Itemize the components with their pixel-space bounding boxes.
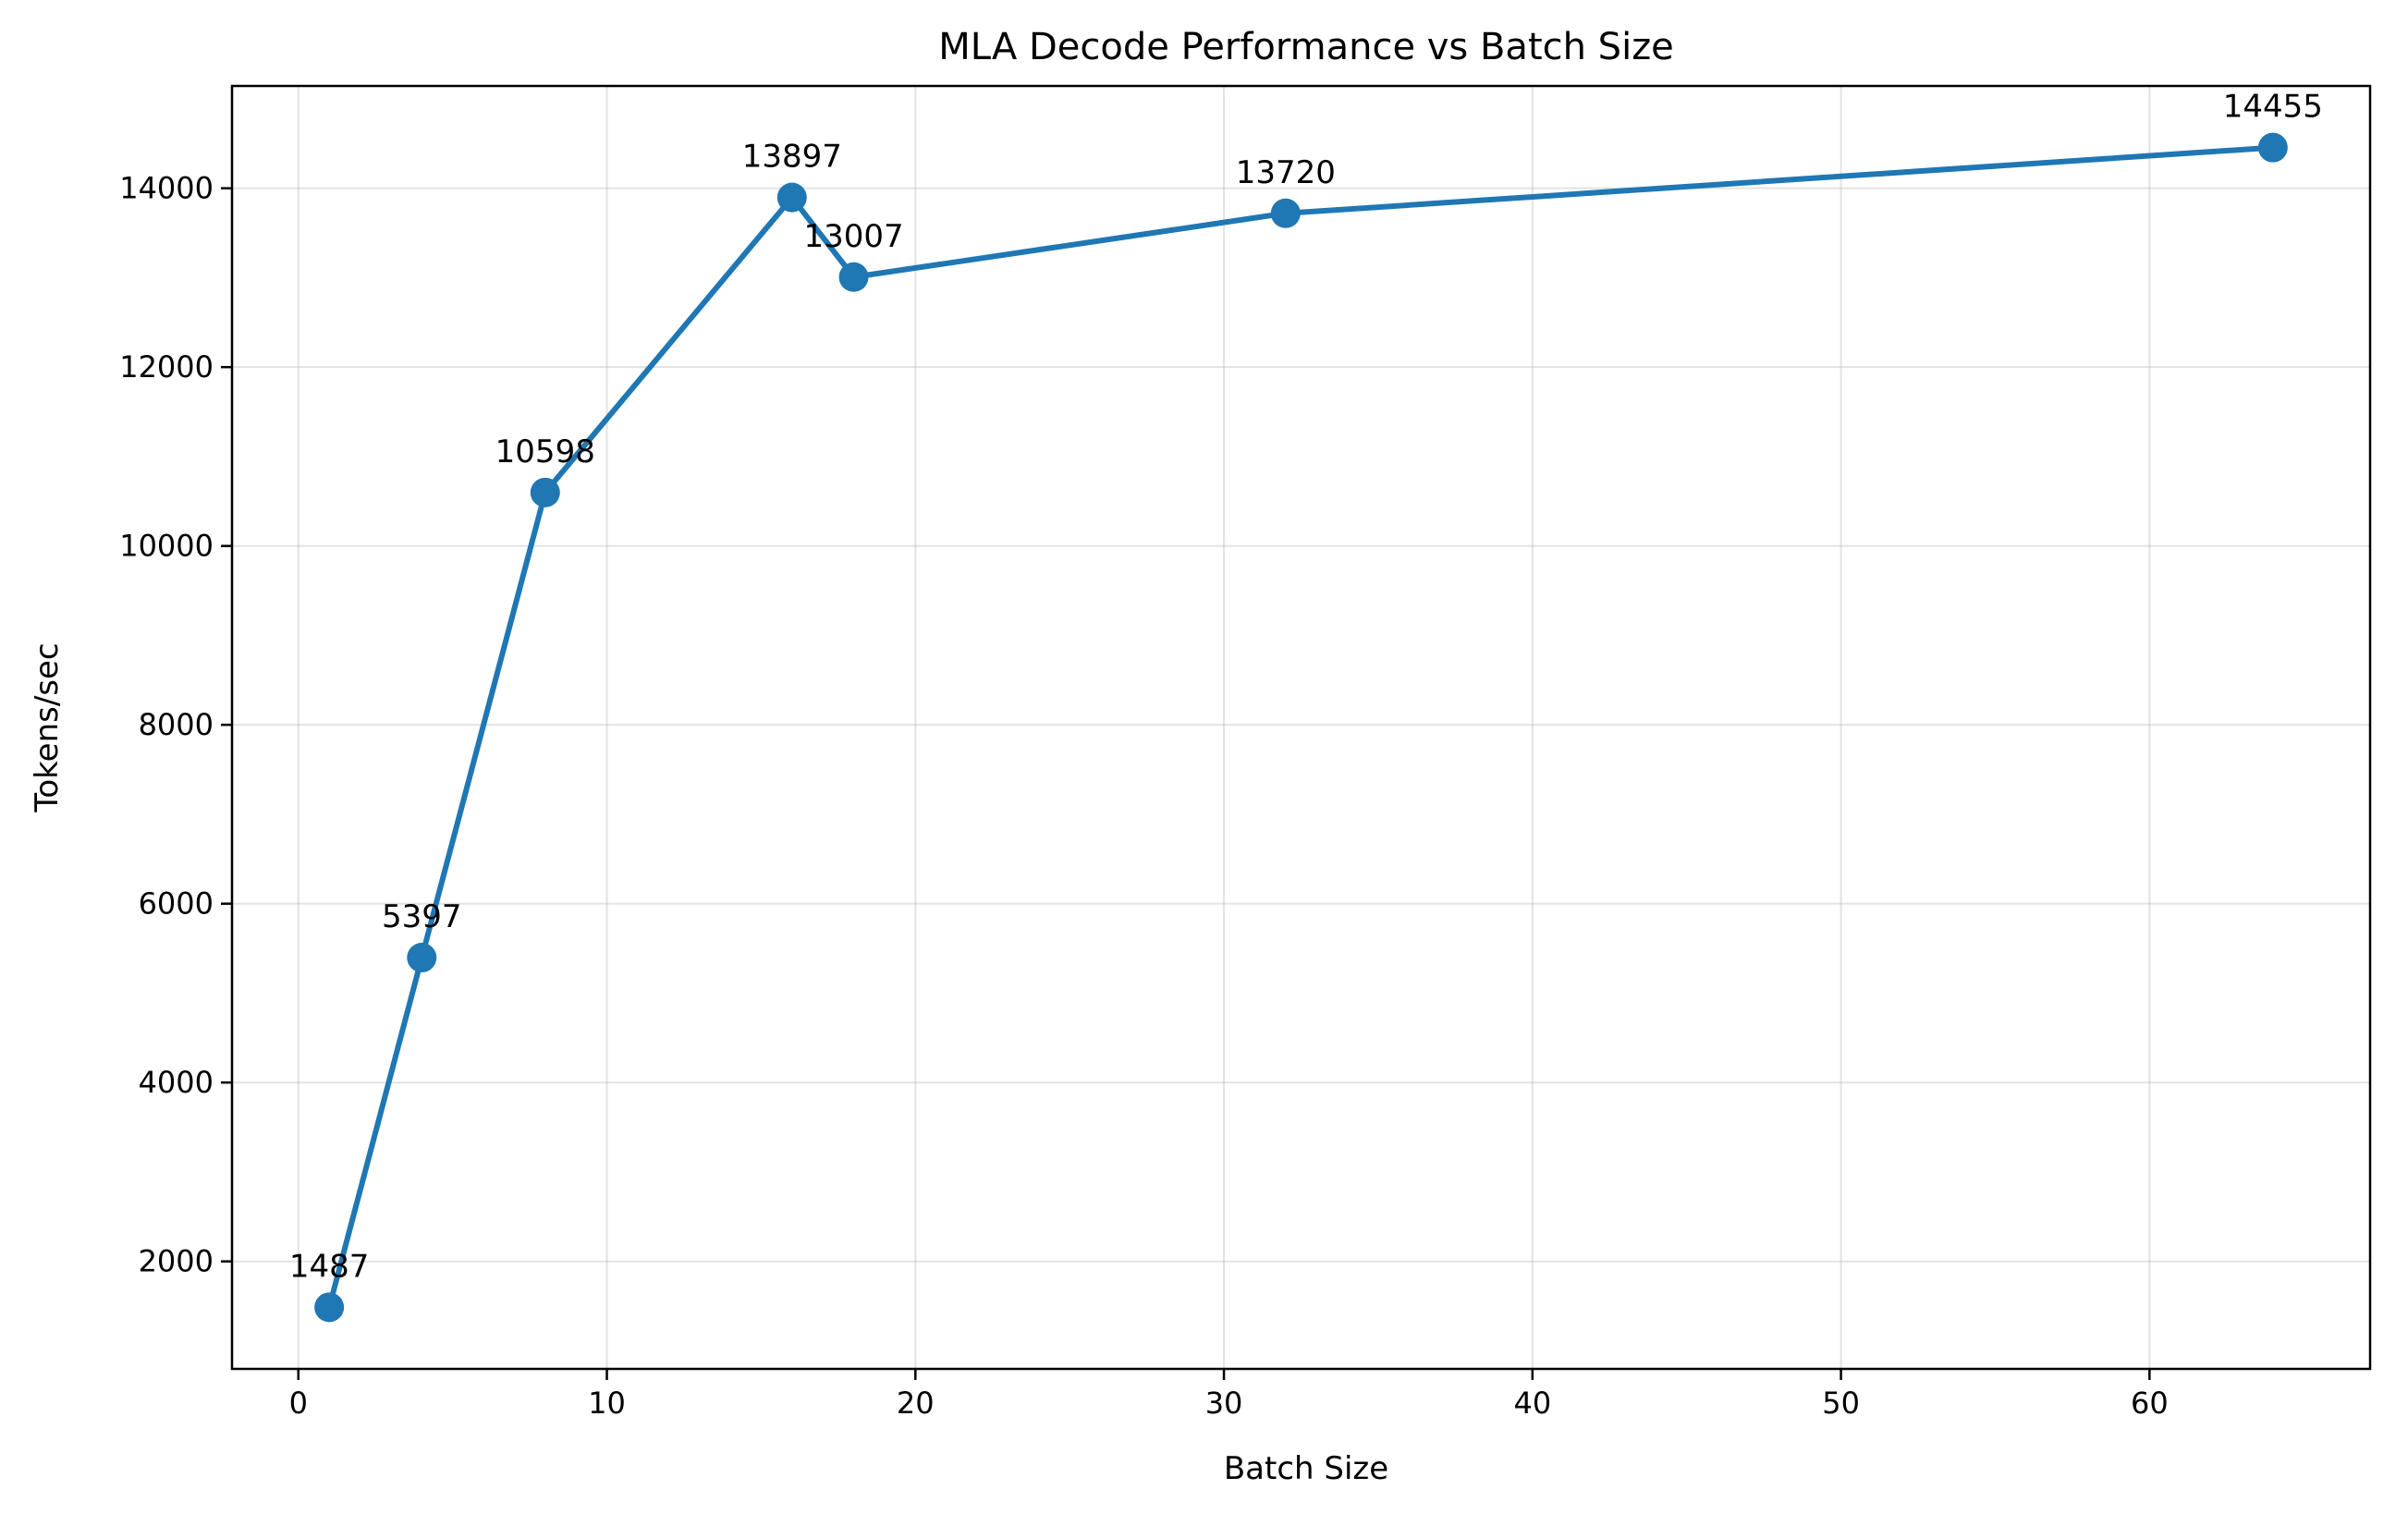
data-point [2257, 132, 2288, 163]
data-label: 10598 [495, 433, 595, 470]
data-label: 13720 [1236, 154, 1336, 191]
x-tick-label: 60 [2131, 1386, 2169, 1421]
data-label: 13897 [742, 139, 842, 176]
y-tick-label: 12000 [119, 349, 214, 385]
y-tick-label: 14000 [119, 171, 214, 206]
data-point [776, 182, 807, 213]
data-label: 5397 [382, 898, 462, 935]
x-tick-label: 0 [289, 1386, 308, 1421]
data-point [407, 943, 437, 973]
data-label: 13007 [803, 218, 903, 255]
data-point [1270, 198, 1301, 228]
x-tick-label: 30 [1205, 1386, 1243, 1421]
x-tick-label: 20 [897, 1386, 935, 1421]
tick-layer: 0 10 20 30 40 50 60 2000 4000 6000 8000 10000 12000 1… [119, 171, 2169, 1421]
y-tick-label: 6000 [139, 886, 214, 922]
x-tick-label: 40 [1513, 1386, 1551, 1421]
grid-layer [232, 86, 2370, 1369]
x-axis-label: Batch Size [1224, 1450, 1388, 1487]
data-point [314, 1292, 345, 1323]
label-layer: 1487 5397 10598 13897 13007 13720 14455 [289, 89, 2323, 1286]
y-tick-label: 2000 [139, 1244, 214, 1279]
plot-frame [230, 84, 2372, 1371]
y-tick-label: 10000 [119, 529, 214, 564]
x-tick-label: 10 [588, 1386, 626, 1421]
series-layer [314, 132, 2288, 1323]
y-tick-label: 4000 [139, 1065, 214, 1100]
data-point [530, 477, 560, 507]
chart-title: MLA Decode Performance vs Batch Size [938, 26, 1674, 68]
y-axis-label: Tokens/sec [29, 642, 66, 812]
data-label: 14455 [2223, 89, 2323, 126]
y-tick-label: 8000 [139, 707, 214, 742]
series-line [326, 144, 2274, 1309]
data-label: 1487 [289, 1248, 370, 1285]
data-point [838, 262, 869, 292]
x-tick-label: 50 [1822, 1386, 1860, 1421]
